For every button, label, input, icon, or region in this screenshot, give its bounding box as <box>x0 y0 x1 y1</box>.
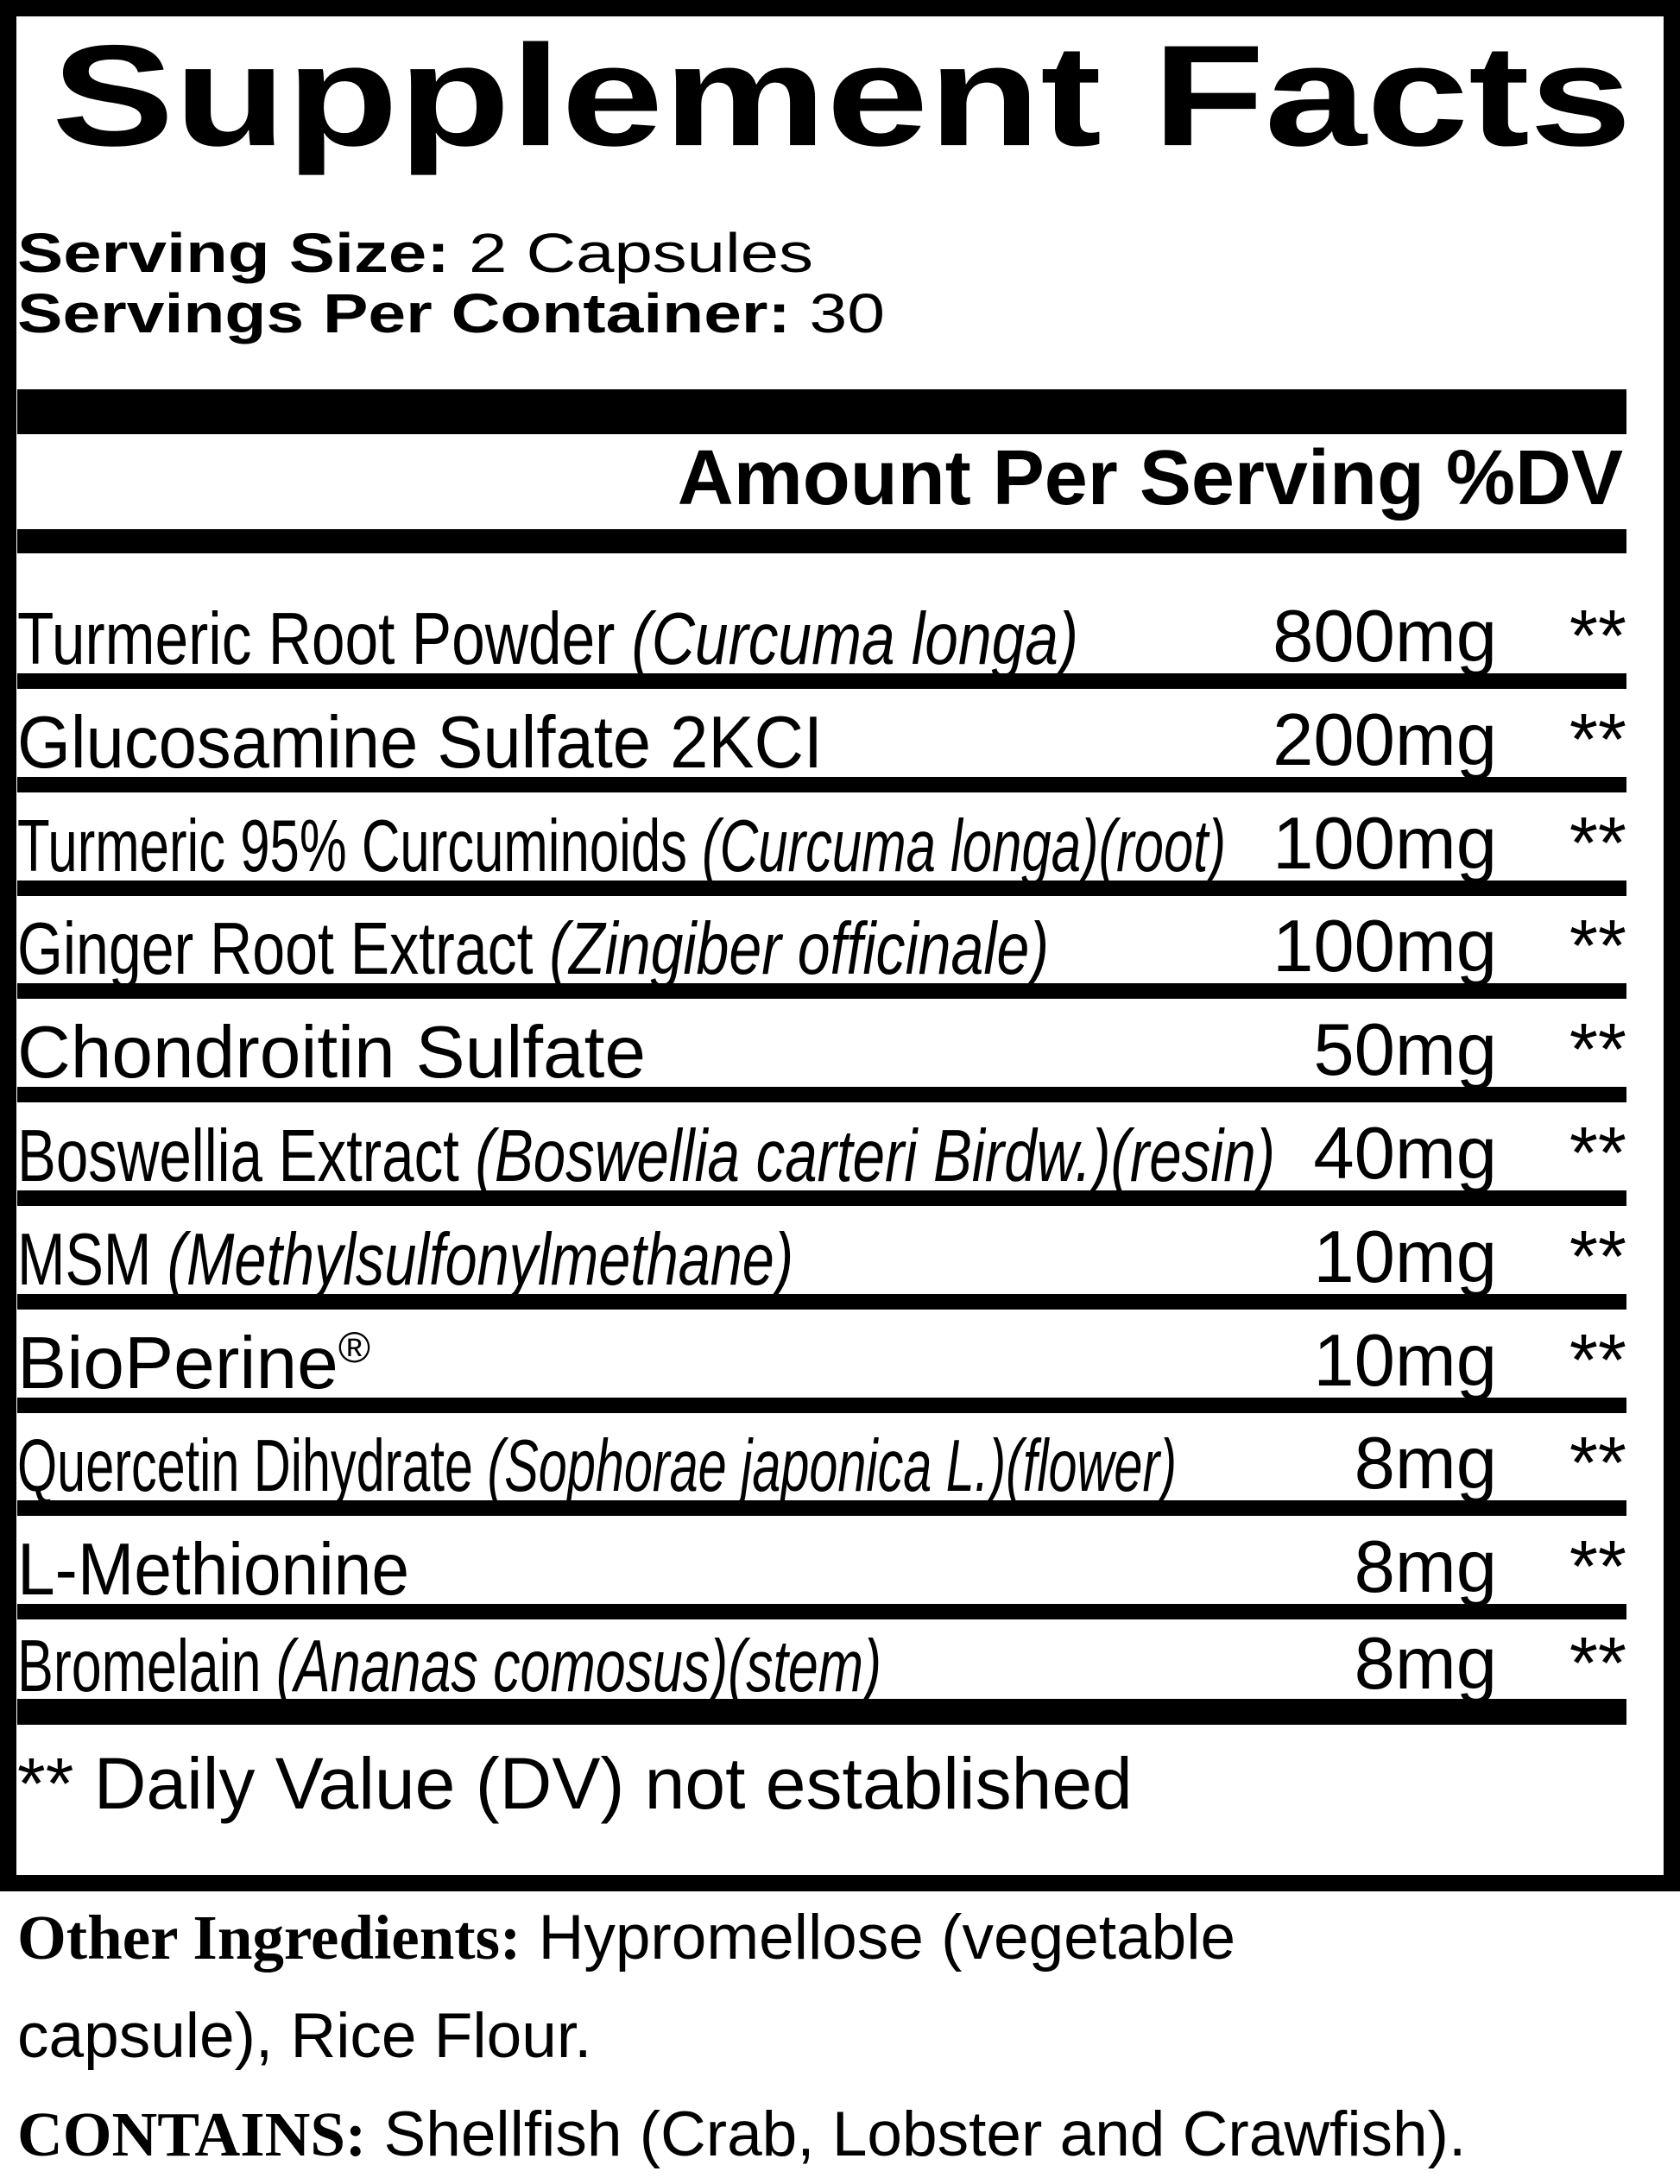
svg-text:Ginger Root Extract (Zingiber: Ginger Root Extract (Zingiber officinale… <box>17 908 1049 990</box>
svg-text:Chondroitin Sulfate: Chondroitin Sulfate <box>17 1012 646 1094</box>
svg-text:L-Methionine: L-Methionine <box>17 1529 409 1611</box>
svg-text:Turmeric 95% Curcuminoids (Cur: Turmeric 95% Curcuminoids (Curcuma longa… <box>17 805 1226 887</box>
svg-text:Turmeric Root Powder (Curcuma: Turmeric Root Powder (Curcuma longa) <box>17 598 1078 680</box>
svg-text:Quercetin Dihydrate (Sophorae: Quercetin Dihydrate (Sophorae japonica L… <box>17 1425 1177 1507</box>
svg-text:Serving Size: 2 Capsules: Serving Size: 2 Capsules <box>17 222 813 284</box>
svg-text:Servings Per Container: 30: Servings Per Container: 30 <box>17 282 885 344</box>
svg-text:Boswellia Extract (Boswellia c: Boswellia Extract (Boswellia carteri Bir… <box>17 1115 1275 1197</box>
svg-text:Glucosamine Sulfate 2KCI: Glucosamine Sulfate 2KCI <box>17 702 823 784</box>
svg-text:MSM (Methylsulfonylmethane): MSM (Methylsulfonylmethane) <box>17 1219 793 1301</box>
svg-text:Bromelain (Ananas comosus)(ste: Bromelain (Ananas comosus)(stem) <box>17 1625 881 1707</box>
svg-text:BioPerine®: BioPerine® <box>17 1322 370 1404</box>
